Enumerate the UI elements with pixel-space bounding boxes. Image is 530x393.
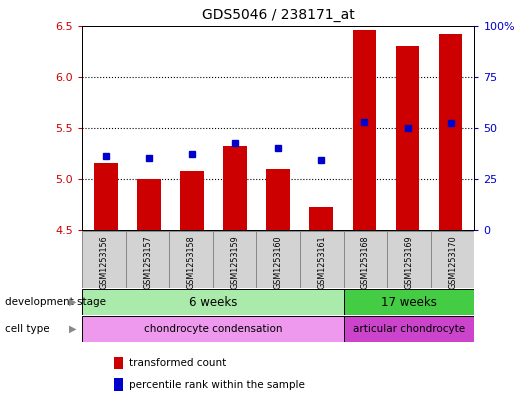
- Bar: [396, 46, 419, 230]
- Bar: [82, 316, 343, 342]
- Text: GSM1253160: GSM1253160: [274, 236, 282, 289]
- Bar: [387, 231, 431, 288]
- Text: 6 weeks: 6 weeks: [189, 296, 237, 309]
- Bar: [439, 34, 463, 230]
- Title: GDS5046 / 238171_at: GDS5046 / 238171_at: [202, 8, 355, 22]
- Bar: [352, 29, 376, 230]
- Text: GSM1253161: GSM1253161: [317, 236, 326, 289]
- Bar: [431, 231, 474, 288]
- Text: ▶: ▶: [69, 324, 77, 334]
- Text: development stage: development stage: [5, 297, 107, 307]
- Text: GSM1253159: GSM1253159: [230, 236, 239, 289]
- Bar: [213, 231, 257, 288]
- Bar: [137, 179, 161, 230]
- Text: percentile rank within the sample: percentile rank within the sample: [129, 380, 305, 390]
- Text: GSM1253169: GSM1253169: [404, 236, 413, 289]
- Text: ▶: ▶: [69, 297, 77, 307]
- Bar: [310, 208, 333, 230]
- Bar: [180, 171, 204, 230]
- Bar: [126, 231, 169, 288]
- Text: transformed count: transformed count: [129, 358, 226, 368]
- Bar: [343, 289, 474, 315]
- Bar: [343, 316, 474, 342]
- Bar: [169, 231, 213, 288]
- Text: GSM1253168: GSM1253168: [361, 236, 370, 289]
- Bar: [300, 231, 343, 288]
- Bar: [82, 231, 126, 288]
- Text: GSM1253170: GSM1253170: [448, 236, 457, 289]
- Bar: [267, 169, 290, 230]
- Bar: [223, 146, 247, 230]
- Bar: [257, 231, 300, 288]
- Bar: [82, 289, 343, 315]
- Text: GSM1253157: GSM1253157: [143, 236, 152, 289]
- Text: 17 weeks: 17 weeks: [381, 296, 437, 309]
- Text: GSM1253158: GSM1253158: [187, 236, 196, 289]
- Text: cell type: cell type: [5, 324, 50, 334]
- Text: chondrocyte condensation: chondrocyte condensation: [144, 324, 282, 334]
- Bar: [94, 163, 118, 230]
- Bar: [343, 231, 387, 288]
- Text: GSM1253156: GSM1253156: [100, 236, 109, 289]
- Text: articular chondrocyte: articular chondrocyte: [353, 324, 465, 334]
